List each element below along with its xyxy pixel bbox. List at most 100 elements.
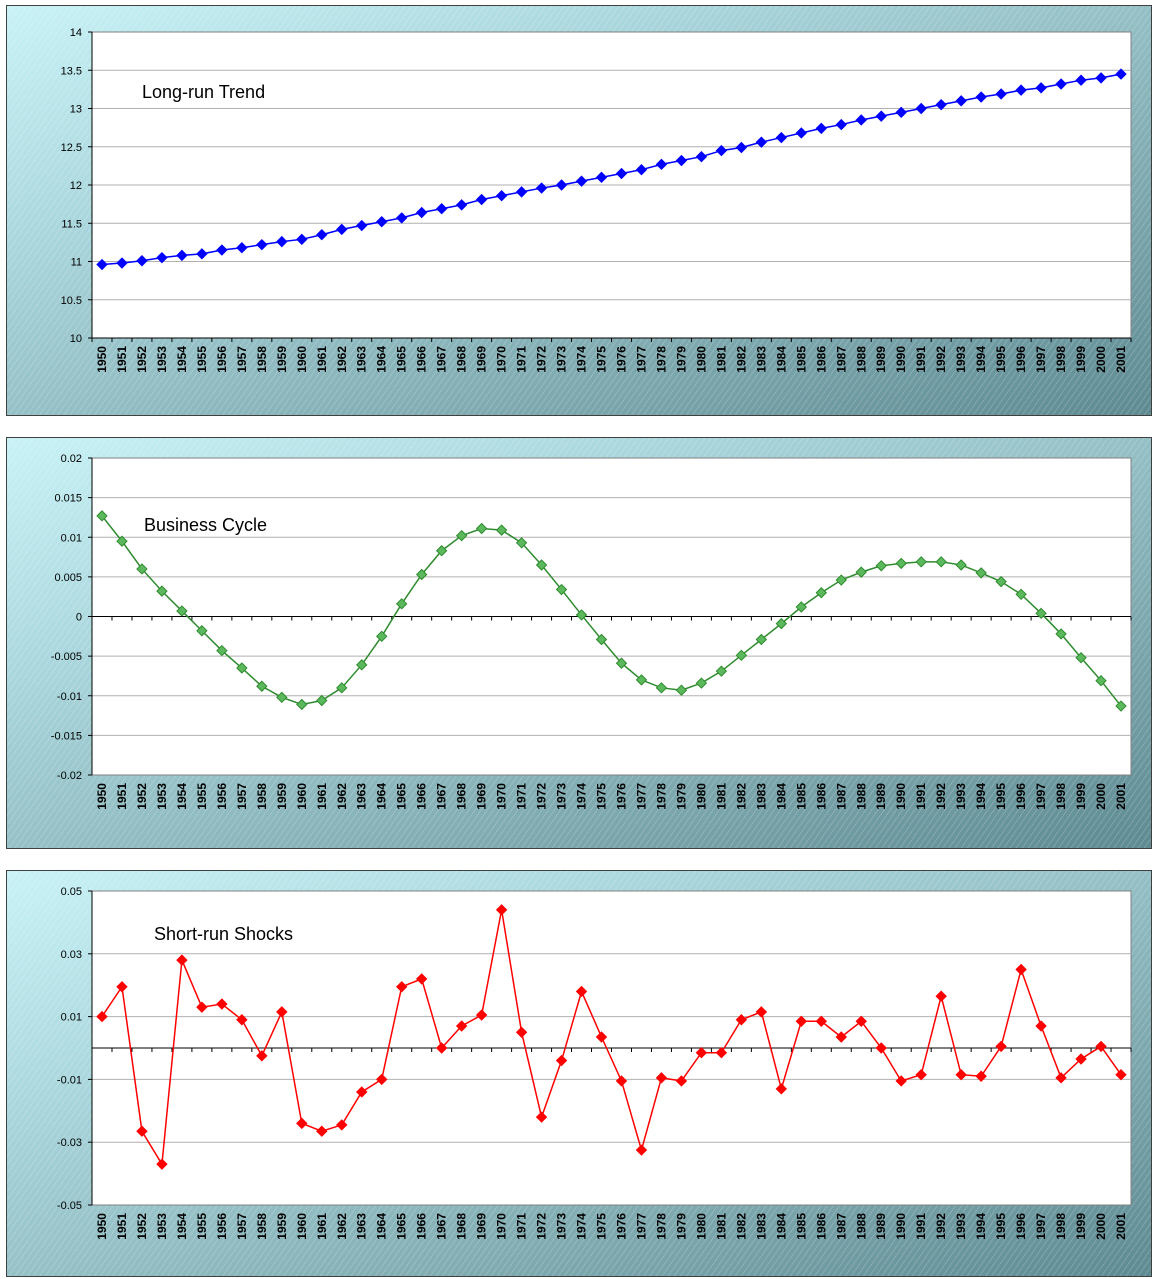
x-tick-label: 1984	[774, 1213, 788, 1240]
x-tick-label: 1996	[1014, 346, 1028, 373]
x-tick-label: 1984	[774, 783, 788, 810]
data-point-marker	[815, 1015, 828, 1028]
x-tick-label: 1994	[974, 346, 988, 373]
x-tick-label: 1987	[834, 1213, 848, 1240]
data-point-marker	[715, 144, 728, 157]
x-tick-label: 1995	[994, 346, 1008, 373]
data-point-marker	[655, 158, 668, 171]
data-point-marker	[895, 557, 907, 570]
data-point-marker	[1095, 1040, 1107, 1053]
data-point-marker	[395, 212, 408, 224]
data-point-marker	[635, 674, 648, 686]
data-point-marker	[575, 609, 588, 621]
x-tick-label: 1993	[954, 1213, 968, 1240]
data-point-marker	[296, 1117, 308, 1130]
y-tick-label: 0.01	[61, 1012, 82, 1024]
x-tick-label: 2001	[1114, 346, 1128, 373]
data-point-marker	[1115, 1068, 1127, 1081]
x-tick-label: 2001	[1114, 1213, 1128, 1240]
data-point-marker	[176, 954, 188, 966]
x-tick-label: 1974	[575, 783, 589, 810]
data-point-marker	[356, 219, 368, 232]
x-tick-label: 1992	[934, 783, 948, 810]
x-tick-label: 1951	[115, 1213, 129, 1240]
data-point-marker	[316, 1125, 328, 1137]
x-tick-label: 1980	[694, 783, 708, 810]
data-point-marker	[116, 981, 128, 993]
data-point-marker	[795, 601, 808, 613]
y-tick-label: -0.05	[57, 1200, 82, 1212]
x-tick-label: 1996	[1014, 783, 1028, 810]
x-tick-label: 1956	[215, 346, 229, 373]
data-point-marker	[915, 102, 927, 115]
y-tick-label: 0.005	[54, 572, 82, 584]
data-point-marker	[196, 625, 208, 637]
data-point-marker	[356, 1086, 368, 1098]
y-tick-label: -0.01	[57, 691, 82, 703]
data-point-marker	[1075, 652, 1087, 664]
x-tick-label: 1986	[814, 346, 828, 373]
data-point-marker	[415, 568, 428, 581]
data-point-marker	[276, 1006, 288, 1018]
data-point-marker	[156, 585, 168, 597]
x-tick-label: 1967	[435, 783, 449, 810]
data-point-marker	[635, 1144, 648, 1156]
data-point-marker	[156, 1158, 168, 1170]
x-tick-label: 1968	[455, 346, 469, 373]
x-tick-label: 1988	[854, 346, 868, 373]
y-tick-label: 12	[70, 180, 82, 192]
data-point-marker	[376, 630, 388, 643]
x-tick-label: 1953	[155, 1213, 169, 1240]
y-tick-label: 13	[70, 104, 82, 116]
x-tick-label: 1962	[335, 1213, 349, 1240]
y-tick-label: 0	[76, 612, 82, 624]
x-tick-label: 1955	[195, 346, 209, 373]
y-tick-label: -0.03	[57, 1137, 82, 1149]
x-tick-label: 1958	[255, 346, 269, 373]
x-tick-label: 1976	[614, 1213, 628, 1240]
x-tick-label: 1998	[1054, 783, 1068, 810]
data-point-marker	[695, 1047, 708, 1059]
x-tick-label: 1976	[614, 346, 628, 373]
data-point-marker	[96, 510, 108, 522]
data-point-marker	[615, 1075, 628, 1087]
data-point-marker	[1015, 588, 1027, 601]
data-point-marker	[595, 633, 608, 646]
data-point-marker	[975, 1070, 987, 1082]
data-point-marker	[575, 175, 588, 187]
x-tick-label: 1954	[175, 346, 189, 373]
data-point-marker	[316, 229, 328, 241]
data-point-marker	[216, 244, 228, 256]
x-tick-label: 1952	[135, 1213, 149, 1240]
data-point-marker	[435, 1042, 448, 1054]
data-point-marker	[176, 249, 188, 262]
x-tick-label: 1998	[1054, 1213, 1068, 1240]
data-point-marker	[735, 649, 748, 662]
y-tick-label: 12.5	[61, 142, 82, 154]
data-point-marker	[555, 583, 568, 596]
data-point-marker	[1035, 1020, 1047, 1032]
x-tick-label: 1965	[395, 1213, 409, 1240]
x-tick-label: 1956	[215, 1213, 229, 1240]
x-tick-label: 1993	[954, 783, 968, 810]
data-point-marker	[675, 684, 688, 696]
data-point-marker	[775, 131, 788, 144]
data-point-marker	[96, 1010, 108, 1023]
x-tick-label: 1996	[1014, 1213, 1028, 1240]
data-point-marker	[276, 691, 288, 704]
data-point-marker	[1015, 84, 1027, 96]
x-tick-label: 1966	[415, 346, 429, 373]
x-tick-label: 1997	[1034, 1213, 1048, 1240]
data-point-marker	[715, 1047, 728, 1059]
x-tick-label: 1985	[794, 346, 808, 373]
y-tick-label: 10	[70, 333, 82, 345]
data-point-marker	[995, 575, 1007, 588]
data-point-marker	[1075, 74, 1087, 86]
data-point-marker	[1075, 1053, 1087, 1065]
x-tick-label: 1953	[155, 783, 169, 810]
x-tick-label: 1993	[954, 346, 968, 373]
x-tick-label: 1999	[1074, 783, 1088, 810]
data-point-marker	[755, 1006, 768, 1018]
x-tick-label: 1955	[195, 783, 209, 810]
data-point-marker	[216, 644, 228, 657]
